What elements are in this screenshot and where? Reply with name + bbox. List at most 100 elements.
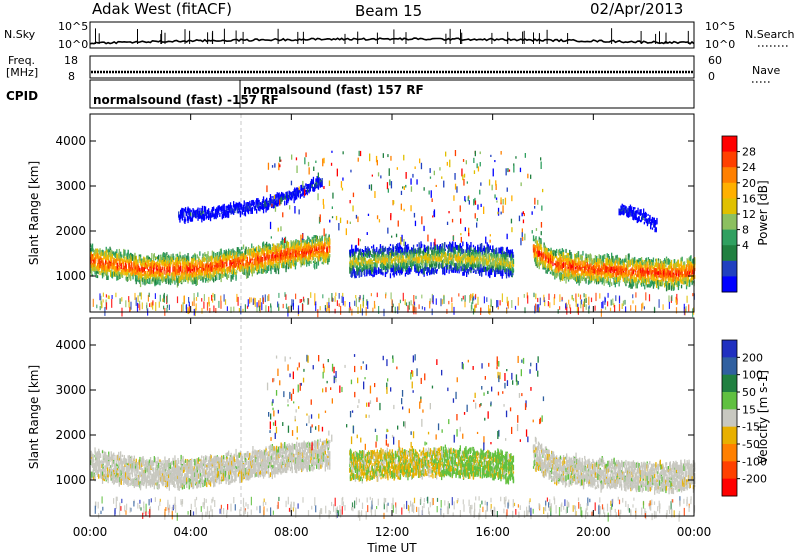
data-point — [462, 268, 463, 272]
data-point — [149, 279, 150, 284]
data-point — [415, 249, 416, 254]
data-point — [632, 279, 633, 286]
data-point — [501, 254, 502, 257]
data-point — [128, 278, 129, 281]
data-point — [235, 251, 236, 255]
data-point — [457, 263, 458, 267]
data-point — [594, 279, 595, 284]
data-point — [462, 242, 463, 247]
data-point — [563, 262, 564, 268]
data-point — [97, 275, 98, 278]
data-point — [445, 249, 446, 251]
data-point — [628, 257, 629, 260]
data-point — [395, 246, 396, 249]
data-point — [471, 255, 472, 257]
data-point — [605, 279, 606, 283]
data-point — [633, 269, 634, 271]
data-point — [444, 249, 445, 255]
data-point — [387, 258, 388, 262]
data-point — [405, 273, 406, 277]
data-point — [316, 263, 317, 269]
data-point — [465, 254, 466, 257]
data-point — [99, 271, 100, 275]
data-point — [180, 255, 181, 258]
data-point — [152, 277, 153, 281]
data-point — [602, 279, 603, 283]
data-point — [453, 259, 454, 266]
data-point — [321, 253, 322, 256]
data-point — [123, 269, 124, 275]
data-point — [259, 249, 260, 252]
data-point — [408, 247, 409, 250]
data-point — [444, 272, 445, 275]
data-point — [485, 269, 486, 276]
freq-panel: Freq. [MHz] 18 8 Nave 60 0 — [6, 54, 780, 83]
data-point — [142, 274, 143, 276]
data-point — [316, 246, 317, 248]
data-point — [553, 259, 554, 261]
data-point — [432, 268, 433, 270]
data-point — [584, 278, 585, 282]
data-point — [400, 254, 401, 258]
data-point — [446, 245, 447, 248]
data-point — [231, 249, 232, 255]
data-point — [109, 263, 110, 268]
data-point — [262, 262, 263, 267]
data-point — [459, 271, 460, 274]
data-point — [474, 269, 475, 273]
data-point — [423, 260, 424, 263]
data-point — [94, 264, 95, 269]
data-point — [151, 274, 152, 277]
data-point — [418, 266, 419, 272]
data-point — [562, 271, 563, 273]
data-point — [247, 257, 248, 264]
data-point — [565, 249, 566, 253]
data-point — [245, 255, 246, 258]
data-point — [199, 259, 200, 261]
data-point — [359, 269, 360, 272]
data-point — [400, 246, 401, 250]
data-point — [159, 282, 160, 285]
data-point — [110, 270, 111, 277]
data-point — [364, 266, 365, 269]
data-point — [495, 271, 496, 274]
data-point — [496, 258, 497, 262]
data-point — [304, 262, 305, 265]
data-point — [579, 280, 580, 286]
data-point — [376, 270, 377, 275]
data-point — [165, 254, 166, 259]
data-point — [322, 262, 323, 264]
data-point — [251, 269, 252, 273]
data-point — [405, 266, 406, 272]
data-point — [221, 250, 222, 253]
data-point — [575, 267, 576, 270]
data-point — [374, 249, 375, 251]
data-point — [260, 258, 261, 261]
data-point — [390, 244, 391, 246]
data-point — [495, 268, 496, 270]
data-point — [560, 269, 561, 271]
data-point — [378, 269, 379, 272]
data-point — [249, 267, 250, 274]
data-point — [164, 264, 165, 267]
data-point — [113, 258, 114, 260]
data-point — [448, 258, 449, 264]
data-point — [97, 249, 98, 254]
station-title: Adak West (fitACF) — [92, 0, 232, 18]
data-point — [624, 264, 625, 268]
data-point — [386, 255, 387, 258]
data-point — [254, 268, 255, 274]
data-point — [452, 270, 453, 273]
data-point — [565, 266, 566, 270]
data-point — [462, 272, 463, 276]
data-point — [563, 252, 564, 258]
data-point — [370, 260, 371, 265]
data-point — [409, 259, 410, 265]
data-point — [421, 244, 422, 248]
data-point — [611, 267, 612, 271]
data-point — [364, 271, 365, 273]
data-point — [379, 270, 380, 274]
data-point — [488, 254, 489, 261]
data-point — [637, 260, 638, 263]
